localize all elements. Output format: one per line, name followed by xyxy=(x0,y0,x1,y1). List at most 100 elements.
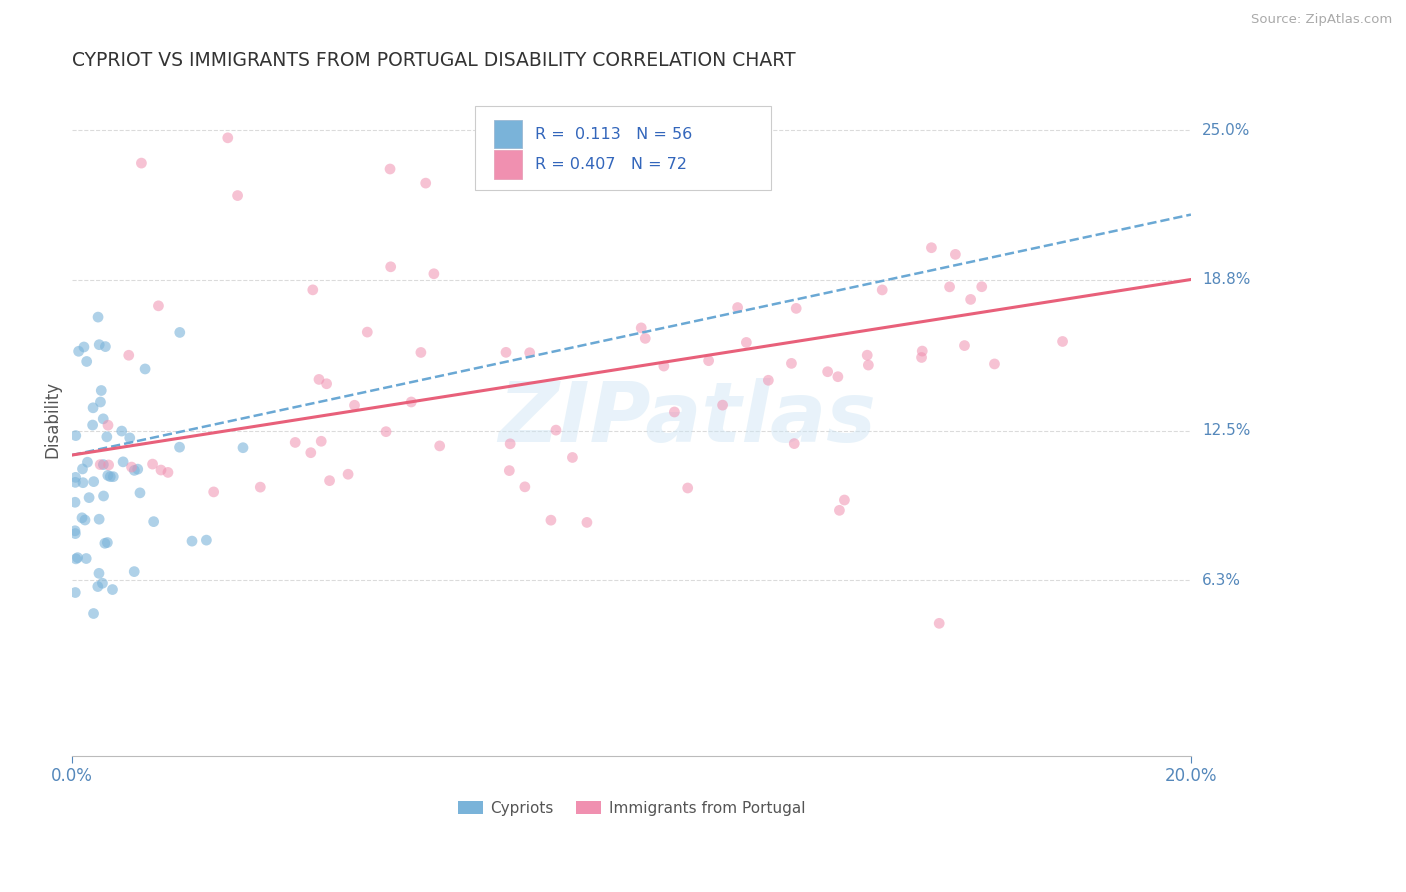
Point xyxy=(89,458,111,472)
Point xyxy=(315,376,337,391)
FancyBboxPatch shape xyxy=(494,120,522,148)
Point xyxy=(938,280,960,294)
Point xyxy=(870,283,893,297)
Point xyxy=(94,536,117,550)
Text: 6.3%: 6.3% xyxy=(1202,573,1241,588)
Point xyxy=(75,551,97,566)
Point xyxy=(65,470,87,484)
Point xyxy=(299,446,322,460)
Point xyxy=(697,353,720,368)
Legend: Cypriots, Immigrants from Portugal: Cypriots, Immigrants from Portugal xyxy=(451,795,811,822)
Point xyxy=(983,357,1005,371)
Point xyxy=(856,348,879,362)
Point xyxy=(540,513,562,527)
Point xyxy=(101,582,124,597)
Point xyxy=(498,464,520,478)
Point xyxy=(87,310,110,325)
Point xyxy=(93,458,115,472)
Point xyxy=(131,156,153,170)
Point xyxy=(65,552,87,566)
Point xyxy=(149,463,172,477)
Point xyxy=(89,395,111,409)
Point xyxy=(124,463,146,477)
Point xyxy=(785,301,807,316)
Point xyxy=(284,435,307,450)
Point xyxy=(945,247,967,261)
Point xyxy=(181,534,204,549)
Text: ZIPatlas: ZIPatlas xyxy=(499,378,876,459)
Point xyxy=(156,466,179,480)
Point xyxy=(82,401,104,415)
Point xyxy=(148,299,170,313)
Point xyxy=(76,354,98,368)
Point xyxy=(89,337,111,351)
Point xyxy=(575,516,598,530)
Point xyxy=(103,469,125,483)
Point xyxy=(834,493,856,508)
Point xyxy=(96,430,118,444)
Point xyxy=(65,585,87,599)
Point xyxy=(121,460,143,475)
Point xyxy=(82,418,104,433)
Point xyxy=(959,293,981,307)
Point xyxy=(423,267,446,281)
Point xyxy=(73,513,96,527)
Point xyxy=(780,356,803,370)
Point xyxy=(519,345,541,359)
Point xyxy=(97,468,120,483)
Point xyxy=(118,431,141,445)
Point xyxy=(169,326,191,340)
Point xyxy=(409,345,432,359)
FancyBboxPatch shape xyxy=(475,106,772,190)
Point xyxy=(911,344,934,359)
Point xyxy=(77,491,100,505)
Point xyxy=(91,412,114,426)
Point xyxy=(910,351,932,365)
Point xyxy=(544,423,567,437)
Point xyxy=(202,484,225,499)
Point xyxy=(93,489,115,503)
Point xyxy=(711,398,734,412)
Point xyxy=(630,321,652,335)
Point xyxy=(308,372,330,386)
Point xyxy=(65,475,87,490)
Point xyxy=(97,458,120,472)
Point xyxy=(928,616,950,631)
Point xyxy=(73,340,96,354)
Point xyxy=(63,524,86,538)
Point xyxy=(375,425,398,439)
Point xyxy=(1052,334,1074,349)
Point xyxy=(499,437,522,451)
Point xyxy=(415,176,437,190)
Point xyxy=(401,395,423,409)
Point xyxy=(309,434,332,449)
Point xyxy=(226,188,249,202)
Point xyxy=(134,362,156,376)
Point xyxy=(83,475,105,489)
Point xyxy=(142,515,165,529)
Text: R = 0.407   N = 72: R = 0.407 N = 72 xyxy=(536,157,688,172)
Point xyxy=(76,455,98,469)
Point xyxy=(827,369,849,384)
Point xyxy=(87,566,110,581)
Point xyxy=(735,335,758,350)
Point xyxy=(129,486,152,500)
Point xyxy=(301,283,323,297)
Text: R =  0.113   N = 56: R = 0.113 N = 56 xyxy=(536,127,693,142)
Text: CYPRIOT VS IMMIGRANTS FROM PORTUGAL DISABILITY CORRELATION CHART: CYPRIOT VS IMMIGRANTS FROM PORTUGAL DISA… xyxy=(72,51,796,70)
Text: 25.0%: 25.0% xyxy=(1202,123,1250,138)
Point xyxy=(920,241,942,255)
Point xyxy=(783,436,806,450)
Point xyxy=(70,511,93,525)
Point xyxy=(652,359,675,373)
Point xyxy=(169,440,191,454)
Point xyxy=(513,480,536,494)
Point xyxy=(378,161,401,176)
Point xyxy=(142,457,165,471)
Point xyxy=(249,480,271,494)
Point xyxy=(380,260,402,274)
Point xyxy=(343,398,366,412)
Point xyxy=(89,512,111,526)
Point xyxy=(232,441,254,455)
Point xyxy=(65,428,87,442)
